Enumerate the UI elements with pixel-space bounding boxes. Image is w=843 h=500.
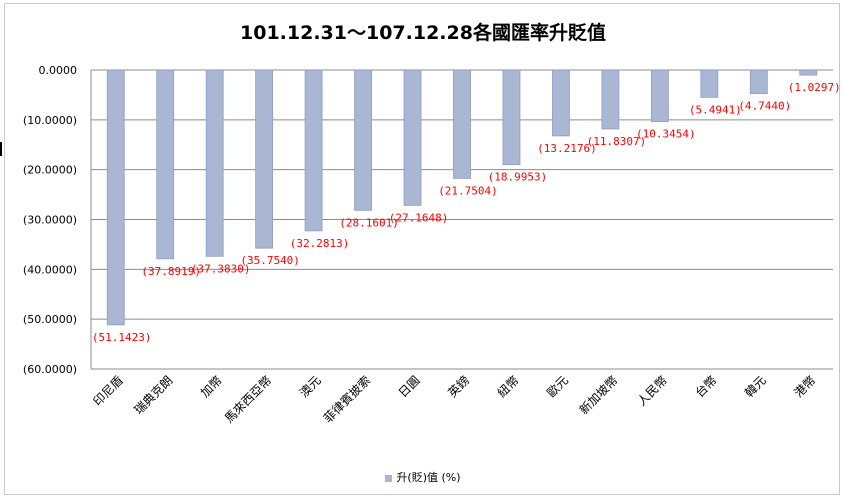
legend-swatch [385, 474, 393, 482]
bar [749, 69, 768, 95]
data-label: (21.7504) [438, 184, 498, 197]
bar-chart: 0.0000 (10.0000) (20.0000) (30.0000) (40.000… [23, 64, 841, 426]
y-tick-label: (50.0000) [23, 313, 77, 326]
x-tick-label: 澳元 [297, 373, 324, 400]
bar [601, 69, 620, 130]
bar [700, 69, 719, 98]
axis-fragment [0, 142, 5, 156]
x-tick-label: 新加坡幣 [576, 373, 621, 418]
x-tick-label: 馬來西亞幣 [222, 373, 274, 425]
bar [650, 69, 669, 122]
x-tick-label: 英鎊 [445, 373, 473, 401]
x-tick-label: 菲律賓披索 [320, 373, 373, 426]
bar [304, 69, 323, 232]
y-tick-label: 0.0000 [39, 64, 78, 77]
x-tick-label: 紐幣 [495, 373, 522, 400]
bar [205, 69, 224, 257]
chart-area[interactable]: 101.12.31～107.12.28各國匯率升貶值 0.0000 (10.000… [4, 3, 841, 495]
x-tick-label: 印尼盾 [90, 373, 125, 408]
legend-label: 升(貶)值 (%) [396, 471, 461, 484]
y-tick-label: (30.0000) [23, 214, 77, 227]
data-label: (1.0297) [788, 81, 841, 94]
x-tick-label: 台幣 [692, 373, 720, 401]
x-tick-label: 人民幣 [635, 373, 670, 408]
bar [799, 69, 818, 76]
data-label: (10.3454) [636, 128, 696, 141]
bar [255, 69, 274, 249]
data-label: (11.8307) [587, 135, 647, 148]
data-label: (35.7540) [240, 254, 300, 267]
data-label: (51.1423) [92, 331, 152, 344]
y-tick-label: (20.0000) [23, 164, 77, 177]
data-label: (5.4941) [689, 103, 742, 116]
bar [403, 69, 422, 206]
data-label: (37.8919) [141, 265, 201, 278]
bar [552, 69, 570, 137]
x-tick-label: 歐元 [543, 373, 571, 401]
y-tick-label: (40.0000) [23, 263, 77, 276]
data-label: (32.2813) [290, 237, 350, 250]
y-tick-label: (10.0000) [23, 114, 77, 127]
y-tick-label: (60.0000) [23, 363, 77, 376]
bar [106, 69, 125, 326]
data-label: (18.9953) [488, 171, 548, 184]
bar [453, 69, 471, 179]
x-tick-label: 日圓 [396, 373, 423, 400]
data-label: (37.3830) [191, 262, 251, 275]
data-label: (27.1648) [389, 211, 449, 224]
x-tick-label: 加幣 [198, 373, 225, 400]
data-label: (13.2176) [537, 142, 597, 155]
x-tick-label: 韓元 [742, 373, 769, 400]
chart-title: 101.12.31～107.12.28各國匯率升貶值 [240, 22, 606, 44]
legend[interactable]: 升(貶)值 (%) [5, 469, 841, 485]
bar [502, 69, 521, 166]
data-label: (4.7440) [738, 100, 791, 113]
x-tick-label: 港幣 [792, 373, 819, 400]
bar [354, 69, 372, 211]
data-label: (28.1601) [339, 216, 399, 229]
x-tick-label: 瑞典克朗 [131, 373, 175, 417]
bar [156, 69, 175, 260]
